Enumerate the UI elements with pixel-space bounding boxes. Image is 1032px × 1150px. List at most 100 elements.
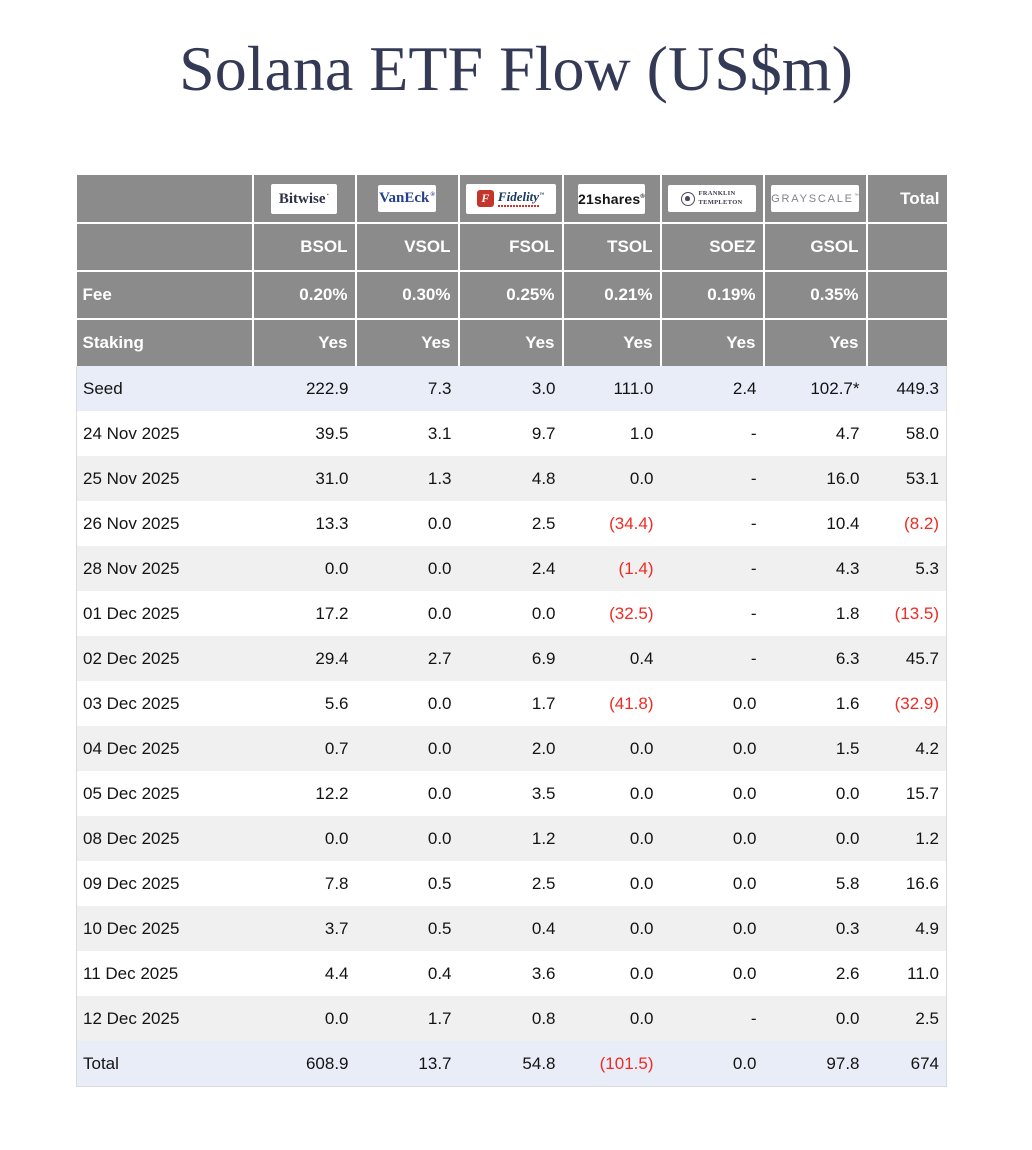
value-cell: 9.7 [458, 411, 563, 456]
etf-flow-table: Bitwise VanEck F Fidelity 21shares FRANKLINTE… [76, 175, 947, 1087]
row-label: 08 Dec 2025 [76, 816, 253, 861]
value-cell: - [660, 996, 764, 1041]
ticker-row-corner [76, 223, 254, 272]
value-cell: 0.0 [355, 681, 459, 726]
value-cell: 1.3 [355, 456, 459, 501]
row-total-cell: 5.3 [866, 546, 947, 591]
franklin-templeton-logo-text: FRANKLIN TEMPLETON [698, 190, 742, 206]
value-cell: 2.5 [458, 501, 563, 546]
grayscale-logo: GRAYSCALE [771, 185, 859, 212]
row-label: 10 Dec 2025 [76, 906, 253, 951]
value-cell: 1.6 [763, 681, 867, 726]
value-cell: 0.8 [458, 996, 563, 1041]
row-total-cell: (32.9) [866, 681, 947, 726]
value-cell: 29.4 [252, 636, 356, 681]
row-total-cell: (13.5) [866, 591, 947, 636]
page-title: Solana ETF Flow (US$m) [179, 33, 853, 104]
fee-row-total-cell [866, 271, 947, 320]
ticker-cell-tsol: TSOL [562, 223, 662, 272]
value-cell: 0.0 [252, 996, 356, 1041]
value-cell: 2.6 [763, 951, 867, 996]
value-cell: 97.8 [763, 1041, 867, 1087]
fee-cell: 0.35% [763, 271, 868, 320]
bitwise-logo: Bitwise [271, 183, 337, 214]
value-cell: 1.2 [458, 816, 563, 861]
value-cell: 0.0 [355, 726, 459, 771]
fidelity-logo-cell: F Fidelity [458, 175, 564, 224]
value-cell: 0.4 [562, 636, 661, 681]
value-cell: 0.0 [763, 996, 867, 1041]
ticker-cell-soez: SOEZ [660, 223, 765, 272]
table-row: 09 Dec 2025 7.8 0.5 2.5 0.0 0.0 5.8 16.6 [76, 861, 947, 906]
table-row: 11 Dec 2025 4.4 0.4 3.6 0.0 0.0 2.6 11.0 [76, 951, 947, 996]
value-cell: 0.0 [660, 771, 764, 816]
value-cell: 0.0 [562, 771, 661, 816]
table-row: 12 Dec 2025 0.0 1.7 0.8 0.0-0.0 2.5 [76, 996, 947, 1041]
staking-cell: Yes [252, 319, 357, 366]
fee-cell: 0.25% [458, 271, 564, 320]
value-cell: 5.8 [763, 861, 867, 906]
row-label: 02 Dec 2025 [76, 636, 253, 681]
ticker-cell-gsol: GSOL [763, 223, 868, 272]
fidelity-wordmark: Fidelity [497, 190, 544, 207]
value-cell: 0.0 [355, 816, 459, 861]
value-cell: 13.3 [252, 501, 356, 546]
value-cell: 0.0 [562, 726, 661, 771]
value-cell: 12.2 [252, 771, 356, 816]
staking-cell: Yes [562, 319, 662, 366]
value-cell: 0.0 [562, 951, 661, 996]
value-cell: - [660, 411, 764, 456]
staking-header-row: Staking Yes Yes Yes Yes Yes Yes [76, 319, 947, 366]
value-cell: 0.0 [763, 771, 867, 816]
table-row: 04 Dec 2025 0.7 0.0 2.0 0.0 0.0 1.5 4.2 [76, 726, 947, 771]
value-cell: - [660, 501, 764, 546]
value-cell: (101.5) [562, 1041, 661, 1087]
fidelity-logo-text: Fidelity [498, 190, 544, 203]
fidelity-f-icon: F [476, 190, 494, 207]
franklin-logo-line1: FRANKLIN [698, 190, 736, 198]
value-cell: 1.5 [763, 726, 867, 771]
value-cell: 0.5 [355, 906, 459, 951]
value-cell: 222.9 [252, 366, 356, 411]
table-head: Bitwise VanEck F Fidelity 21shares FRANKLINTE… [76, 175, 947, 366]
row-label: Total [76, 1041, 253, 1087]
row-total-cell: 4.9 [866, 906, 947, 951]
value-cell: 1.7 [355, 996, 459, 1041]
value-cell: 4.7 [763, 411, 867, 456]
value-cell: 0.7 [252, 726, 356, 771]
value-cell: 17.2 [252, 591, 356, 636]
row-total-cell: 674 [866, 1041, 947, 1087]
value-cell: 0.4 [355, 951, 459, 996]
value-cell: 3.7 [252, 906, 356, 951]
corner-cell [76, 175, 254, 224]
value-cell: 4.3 [763, 546, 867, 591]
bitwise-logo-text: Bitwise [279, 190, 329, 208]
fidelity-tagline-bar [497, 205, 540, 207]
value-cell: - [660, 636, 764, 681]
value-cell: 2.7 [355, 636, 459, 681]
staking-cell: Yes [355, 319, 460, 366]
value-cell: 0.0 [660, 906, 764, 951]
total-column-header: Total [866, 175, 947, 224]
21shares-logo-text: 21shares [578, 191, 645, 207]
value-cell: 0.3 [763, 906, 867, 951]
value-cell: 6.3 [763, 636, 867, 681]
value-cell: 0.0 [660, 726, 764, 771]
value-cell: 0.0 [660, 951, 764, 996]
table-row: 10 Dec 2025 3.7 0.5 0.4 0.0 0.0 0.3 4.9 [76, 906, 947, 951]
value-cell: 102.7* [763, 366, 867, 411]
franklin-templeton-logo-cell: FRANKLIN TEMPLETON [660, 175, 765, 224]
value-cell: 4.4 [252, 951, 356, 996]
value-cell: 0.5 [355, 861, 459, 906]
row-label: 25 Nov 2025 [76, 456, 253, 501]
row-total-cell: 58.0 [866, 411, 947, 456]
row-label: 11 Dec 2025 [76, 951, 253, 996]
value-cell: 0.0 [562, 456, 661, 501]
value-cell: 13.7 [355, 1041, 459, 1087]
row-label: Seed [76, 366, 253, 411]
fee-cell: 0.30% [355, 271, 460, 320]
value-cell: (34.4) [562, 501, 661, 546]
row-label: 01 Dec 2025 [76, 591, 253, 636]
value-cell: (1.4) [562, 546, 661, 591]
row-label: 12 Dec 2025 [76, 996, 253, 1041]
